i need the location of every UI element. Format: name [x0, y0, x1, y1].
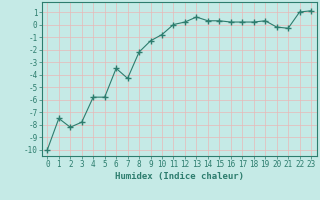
- X-axis label: Humidex (Indice chaleur): Humidex (Indice chaleur): [115, 172, 244, 181]
